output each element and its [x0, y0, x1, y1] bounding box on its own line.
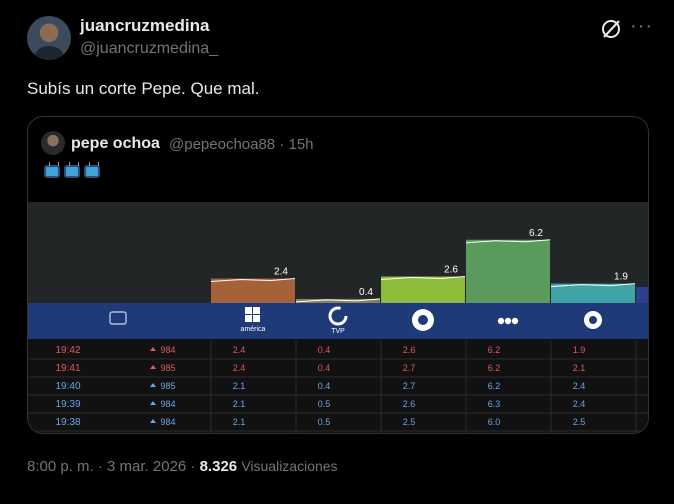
tweet-footer: 8:00 p. m. · 3 mar. 2026 · 8.326 Visuali… [27, 458, 338, 475]
row-viewers: 984 [160, 417, 175, 427]
rating-trend-line [295, 298, 381, 303]
row-rating-value: 2.1 [233, 381, 246, 391]
more-icon[interactable]: ··· [630, 15, 653, 37]
monitor-icon [109, 311, 127, 325]
trend-up-icon [150, 347, 156, 351]
rating-trend-line [380, 275, 466, 280]
row-rating-value: 0.4 [318, 381, 331, 391]
rating-bar [211, 278, 295, 303]
rating-bar-partial [636, 287, 648, 303]
trend-up-icon [150, 365, 156, 369]
row-rating-value: 2.5 [403, 417, 416, 427]
row-viewers: 984 [160, 399, 175, 409]
tv-emoji-group [44, 165, 104, 183]
row-rating-value: 2.4 [573, 381, 586, 391]
rating-bar-label: 2.6 [444, 264, 458, 275]
row-viewers: 984 [160, 345, 175, 355]
quoted-author-name: pepe ochoa [71, 135, 160, 152]
rating-bar [551, 283, 635, 303]
author-handle[interactable]: @juancruzmedina_ [80, 40, 219, 57]
row-rating-value: 6.2 [488, 345, 501, 355]
rating-bar-label: 1.9 [614, 272, 628, 283]
trend-up-icon [150, 419, 156, 423]
rating-bar-label: 2.4 [274, 267, 288, 278]
row-rating-value: 2.1 [233, 399, 246, 409]
rating-bar [296, 298, 380, 303]
tweet-text: Subís un corte Pepe. Que mal. [27, 79, 260, 98]
rating-bar [466, 239, 550, 303]
row-rating-value: 0.4 [318, 363, 331, 373]
tvp-logo-icon [328, 306, 348, 326]
row-time: 19:39 [55, 399, 80, 410]
quoted-author-avatar [41, 131, 65, 155]
row-rating-value: 2.7 [403, 381, 416, 391]
rating-trend-line [465, 239, 551, 244]
channel-name: TVP [331, 328, 345, 335]
row-rating-value: 2.7 [403, 363, 416, 373]
row-rating-value: 6.2 [488, 381, 501, 391]
row-rating-value: 0.5 [318, 417, 331, 427]
tv-emoji [44, 165, 60, 178]
row-rating-value: 1.9 [573, 345, 586, 355]
tv-emoji [84, 165, 100, 178]
row-rating-value: 0.4 [318, 345, 331, 355]
quoted-tweet[interactable]: pepe ochoa @pepeochoa88 · 15h 2.4 0.4 2.6 6… [27, 116, 649, 434]
row-rating-value: 6.2 [488, 363, 501, 373]
rating-bar [381, 276, 465, 303]
views-label: Visualizaciones [241, 458, 338, 474]
eltrece-logo-icon [497, 317, 519, 325]
grok-icon[interactable] [599, 17, 623, 41]
rating-bar-label: 0.4 [359, 287, 373, 298]
row-rating-value: 6.3 [488, 399, 501, 409]
trend-up-icon [150, 401, 156, 405]
tweet-time[interactable]: 8:00 p. m. · 3 mar. 2026 · [27, 458, 200, 475]
row-time: 19:40 [55, 381, 80, 392]
row-rating-value: 2.6 [403, 345, 416, 355]
tv-emoji [64, 165, 80, 178]
row-viewers: 985 [160, 363, 175, 373]
row-time: 19:42 [55, 345, 80, 356]
row-rating-value: 2.1 [573, 363, 586, 373]
row-rating-value: 0.5 [318, 399, 331, 409]
rating-trend-line [210, 278, 296, 283]
ratings-image[interactable]: 2.4 0.4 2.6 6.2 1.9 américa TVP 19:42 984 2.4 0.… [28, 202, 648, 433]
row-rating-value: 6.0 [488, 417, 501, 427]
rating-bar-label: 6.2 [529, 228, 543, 239]
author-avatar[interactable] [27, 16, 71, 60]
row-rating-value: 2.1 [233, 417, 246, 427]
quoted-author-handle: @pepeochoa88 · 15h [169, 136, 314, 153]
row-rating-value: 2.6 [403, 399, 416, 409]
channel-name: américa [241, 326, 266, 333]
row-viewers: 985 [160, 381, 175, 391]
row-rating-value: 2.4 [233, 363, 246, 373]
row-time: 19:38 [55, 417, 80, 428]
row-rating-value: 2.4 [573, 399, 586, 409]
views-count: 8.326 [199, 458, 238, 475]
row-rating-value: 2.4 [233, 345, 246, 355]
row-rating-value: 2.5 [573, 417, 586, 427]
row-time: 19:41 [55, 363, 80, 374]
rating-trend-line [550, 283, 636, 288]
america-logo-icon [245, 307, 260, 322]
author-name[interactable]: juancruzmedina [80, 16, 210, 35]
trend-up-icon [150, 383, 156, 387]
